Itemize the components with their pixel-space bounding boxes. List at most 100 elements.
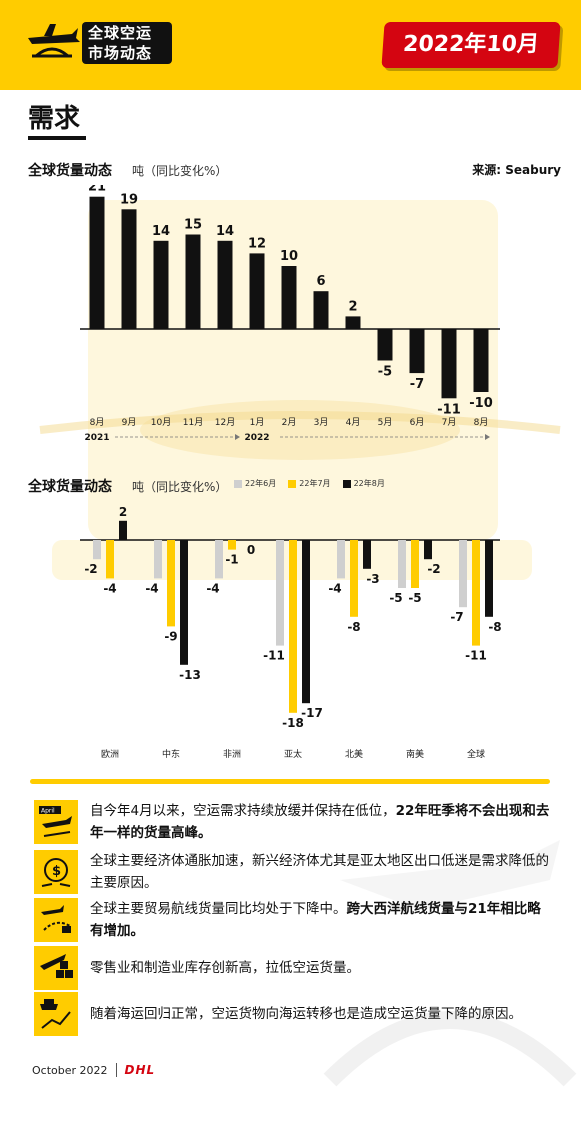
tick-label: 3月	[314, 417, 329, 428]
bar	[411, 540, 419, 588]
data-label: 21	[88, 185, 106, 195]
legend-item-jul: 22年7月	[288, 478, 331, 489]
tick-label: 5月	[378, 417, 393, 428]
tick-label: 11月	[183, 417, 203, 428]
bullet-item: 全球主要贸易航线货量同比均处于下降中。跨大西洋航线货量与21年相比略有增加。	[34, 898, 554, 942]
bar	[249, 253, 265, 329]
tick-label: 南美	[406, 748, 424, 760]
year-label: 2021	[84, 433, 109, 443]
tick-label: 10月	[151, 417, 171, 428]
bar	[337, 540, 345, 579]
data-label: -4	[103, 581, 116, 595]
legend-label: 22年8月	[353, 479, 385, 488]
bar	[363, 540, 371, 569]
tick-label: 6月	[410, 417, 425, 428]
bar	[459, 540, 467, 608]
warehouse-boxes-icon	[34, 946, 78, 990]
tick-label: 欧洲	[101, 748, 119, 760]
data-label: -11	[465, 649, 487, 663]
tick-label: 8月	[474, 417, 489, 428]
data-label: -4	[328, 581, 341, 595]
data-label: -5	[378, 365, 392, 380]
data-label: -5	[389, 591, 402, 605]
data-label: -5	[408, 591, 421, 605]
legend-label: 22年7月	[299, 479, 331, 488]
bar	[350, 540, 358, 617]
bullet-item: 零售业和制造业库存创新高，拉低空运货量。	[34, 946, 554, 990]
data-label: 6	[316, 274, 325, 289]
bar	[281, 266, 297, 329]
data-label: 19	[120, 192, 138, 207]
logo: 全球空运 市场动态	[22, 16, 182, 68]
globe-money-icon: $	[34, 850, 78, 894]
bar	[154, 540, 162, 579]
chart2-title: 全球货量动态	[28, 479, 112, 495]
data-label: 12	[248, 236, 266, 251]
data-label: -2	[427, 562, 440, 576]
chart2-unit: 吨（同比变化%）	[132, 480, 228, 494]
bar	[345, 316, 361, 329]
legend-label: 22年6月	[245, 479, 277, 488]
bar	[441, 329, 457, 399]
data-label: 10	[280, 249, 298, 264]
tick-label: 2月	[282, 417, 297, 428]
chart1-source: 来源: Seabury	[472, 163, 561, 177]
data-label: -7	[410, 377, 424, 392]
data-label: 0	[247, 543, 255, 557]
logo-title: 全球空运 市场动态	[82, 22, 172, 64]
bar	[276, 540, 284, 646]
bar	[228, 540, 236, 550]
data-label: -8	[488, 620, 501, 634]
bar	[289, 540, 297, 713]
legend-swatch	[342, 479, 351, 488]
bullet-item: April 自今年4月以来，空运需求持续放缓并保持在低位，22年旺季将不会出现和…	[34, 800, 554, 844]
bar	[215, 540, 223, 579]
section-underline	[28, 136, 86, 140]
section-title: 需求	[28, 104, 81, 134]
chart2-plot: -2 -4 2 欧洲 -4 -9 -13 中东 -4 -1 0 非洲 -11 -18-17 亚太 -4 -8 -3…	[80, 505, 502, 760]
bar	[313, 291, 329, 329]
svg-text:April: April	[41, 808, 55, 815]
chart1-plot: 21 8月 19 9月 14 10月 15 11月 14 12月 12 1月 10 2月 6 3月 2 4月 -5 5…	[80, 185, 500, 443]
bar	[121, 209, 137, 329]
tick-label: 4月	[346, 417, 361, 428]
footer-date: October 2022	[32, 1063, 108, 1077]
bar	[93, 540, 101, 560]
data-label: 14	[216, 224, 234, 239]
data-label: -4	[206, 581, 219, 595]
legend-swatch	[234, 479, 242, 488]
legend-item-jun: 22年6月	[234, 478, 276, 489]
bar	[119, 520, 127, 540]
tick-label: 全球	[467, 748, 485, 760]
data-label: 2	[348, 299, 357, 314]
bullet-item: $ 全球主要经济体通胀加速，新兴经济体尤其是亚太地区出口低迷是需求降低的主要原因…	[34, 850, 554, 894]
year-label: 2022	[244, 433, 269, 443]
legend-item-aug: 22年8月	[342, 478, 385, 489]
chart2-legend: 22年6月 22年7月 22年8月	[234, 478, 385, 489]
data-label: -4	[145, 581, 158, 595]
dhl-logo: DHL	[124, 1063, 156, 1077]
data-label: -8	[347, 620, 360, 634]
data-label: -7	[450, 610, 463, 624]
bar	[485, 540, 493, 617]
bar	[472, 540, 480, 646]
calendar-plane-icon: April	[34, 800, 78, 844]
data-label: -3	[366, 572, 379, 586]
logo-line-2: 市场动态	[88, 44, 153, 62]
legend-swatch	[288, 479, 297, 488]
bar	[398, 540, 406, 588]
tick-label: 亚太	[284, 748, 302, 760]
tick-label: 中东	[162, 748, 180, 760]
data-label: -17	[301, 706, 323, 720]
trade-lanes-icon	[34, 898, 78, 942]
bar	[89, 196, 105, 329]
tick-label: 7月	[442, 417, 457, 428]
bar	[409, 329, 425, 374]
tick-label: 北美	[345, 748, 363, 760]
divider	[30, 779, 550, 784]
tick-label: 1月	[250, 417, 265, 428]
tick-label: 8月	[90, 417, 105, 428]
bar	[153, 240, 169, 329]
bullet-item: 随着海运回归正常，空运货物向海运转移也是造成空运货量下降的原因。	[34, 992, 554, 1036]
data-label: 15	[184, 218, 202, 233]
